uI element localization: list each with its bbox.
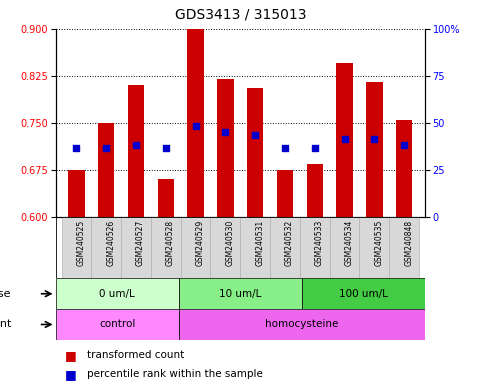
Bar: [121, 217, 151, 278]
Text: transformed count: transformed count: [87, 350, 184, 360]
Text: GSM240528: GSM240528: [166, 220, 175, 266]
Point: [72, 145, 80, 151]
Bar: [68, 170, 85, 217]
Bar: [179, 278, 302, 309]
Text: 0 um/L: 0 um/L: [99, 289, 135, 299]
Point: [162, 145, 170, 151]
Bar: [307, 164, 323, 217]
Text: percentile rank within the sample: percentile rank within the sample: [87, 369, 263, 379]
Text: GSM240533: GSM240533: [315, 220, 324, 266]
Bar: [91, 217, 121, 278]
Text: dose: dose: [0, 289, 14, 299]
Point: [400, 142, 408, 148]
Text: GSM240531: GSM240531: [255, 220, 264, 266]
Bar: [366, 82, 383, 217]
Text: GSM240527: GSM240527: [136, 220, 145, 266]
Bar: [181, 217, 211, 278]
Text: GSM240848: GSM240848: [404, 220, 413, 266]
Bar: [330, 217, 359, 278]
Point: [251, 132, 259, 139]
Text: 100 um/L: 100 um/L: [339, 289, 388, 299]
Bar: [302, 278, 425, 309]
Point: [370, 136, 378, 142]
Text: ■: ■: [65, 349, 77, 362]
Bar: [217, 79, 234, 217]
Bar: [396, 120, 412, 217]
Text: GSM240526: GSM240526: [106, 220, 115, 266]
Bar: [98, 123, 114, 217]
Point: [102, 145, 110, 151]
Bar: [270, 217, 300, 278]
Point: [281, 145, 289, 151]
Bar: [359, 217, 389, 278]
Bar: [56, 278, 179, 309]
Text: GSM240525: GSM240525: [76, 220, 85, 266]
Text: GDS3413 / 315013: GDS3413 / 315013: [174, 7, 306, 21]
Text: 10 um/L: 10 um/L: [219, 289, 261, 299]
Point: [192, 123, 199, 129]
Text: GSM240534: GSM240534: [344, 220, 354, 266]
Bar: [128, 85, 144, 217]
Bar: [247, 88, 263, 217]
Bar: [56, 309, 179, 340]
Text: GSM240530: GSM240530: [226, 220, 234, 266]
Point: [311, 145, 319, 151]
Text: homocysteine: homocysteine: [265, 319, 339, 329]
Bar: [300, 217, 330, 278]
Bar: [389, 217, 419, 278]
Bar: [277, 170, 293, 217]
Point: [132, 142, 140, 148]
Point: [341, 136, 348, 142]
Bar: [336, 63, 353, 217]
Bar: [241, 217, 270, 278]
Bar: [151, 217, 181, 278]
Bar: [61, 217, 91, 278]
Point: [222, 129, 229, 135]
Text: ■: ■: [65, 368, 77, 381]
Bar: [179, 309, 425, 340]
Text: GSM240535: GSM240535: [374, 220, 384, 266]
Text: control: control: [99, 319, 135, 329]
Bar: [211, 217, 241, 278]
Text: agent: agent: [0, 319, 14, 329]
Text: GSM240529: GSM240529: [196, 220, 205, 266]
Bar: [187, 29, 204, 217]
Text: GSM240532: GSM240532: [285, 220, 294, 266]
Bar: [157, 179, 174, 217]
